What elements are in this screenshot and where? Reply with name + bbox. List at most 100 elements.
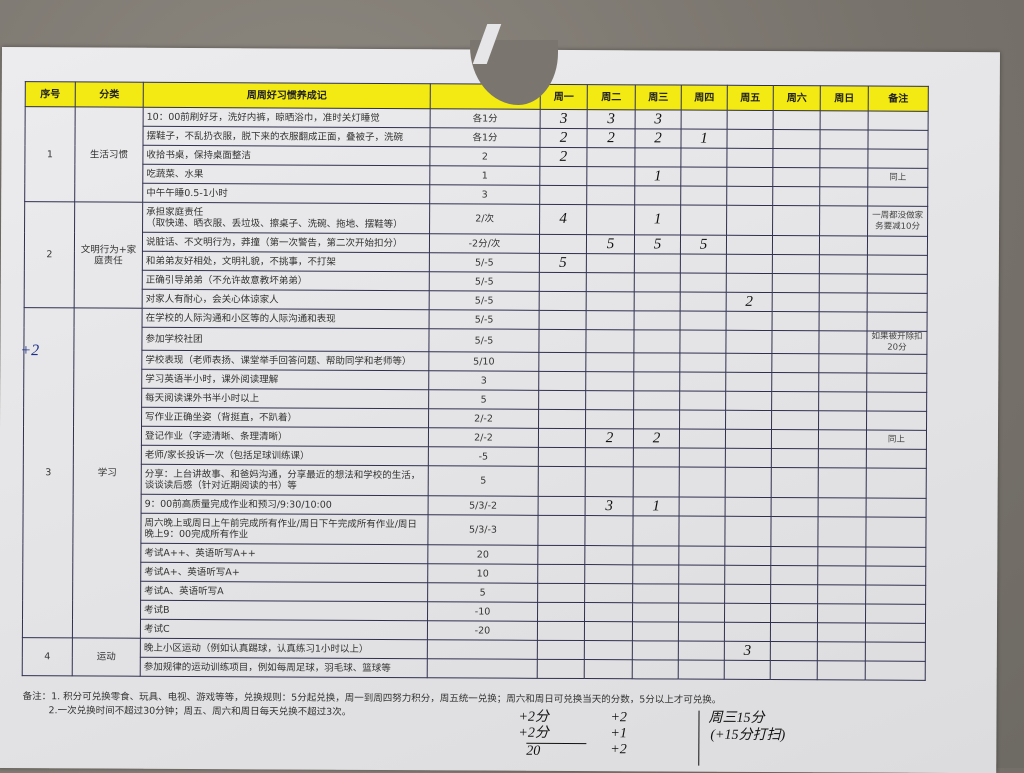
day-mark <box>819 205 868 237</box>
habit-remark <box>866 411 927 431</box>
habit-description: 中午午睡0.5-1小时 <box>142 183 430 204</box>
day-mark <box>633 409 680 430</box>
habit-description: 参加规律的运动训练项目，例如每周足球，羽毛球、篮球等 <box>140 657 428 678</box>
habit-description: 在学校的人际沟通和小区等的人际沟通和表现 <box>142 308 430 329</box>
day-mark <box>678 641 725 661</box>
day-mark <box>537 602 585 622</box>
habit-remark <box>868 111 929 131</box>
group-category: 运动 <box>72 637 141 677</box>
day-mark <box>679 467 726 498</box>
day-mark <box>817 660 866 681</box>
habit-remark <box>866 468 927 499</box>
habit-score <box>427 639 538 660</box>
day-mark <box>726 205 773 236</box>
day-mark <box>633 371 680 392</box>
day-mark <box>679 353 726 373</box>
day-mark <box>818 353 867 374</box>
day-mark <box>679 410 726 430</box>
day-mark: 3 <box>635 109 682 130</box>
handwritten-note: (+15分打扫) <box>710 727 786 744</box>
day-mark <box>818 497 867 518</box>
day-mark <box>817 584 866 605</box>
day-mark: 5 <box>634 234 681 255</box>
day-mark <box>585 409 634 429</box>
habit-score: 5 <box>428 465 539 497</box>
day-mark <box>679 429 726 449</box>
table-row: 周六晚上或周日上午前完成所有作业/周日下午完成所有作业/周日晚上9：00完成所有… <box>23 513 927 548</box>
habit-score: 2/次 <box>429 203 540 235</box>
day-mark: 2 <box>539 128 588 148</box>
day-mark <box>633 447 680 468</box>
day-mark <box>818 410 867 431</box>
day-mark <box>537 545 585 565</box>
day-mark <box>586 291 635 311</box>
day-mark <box>585 447 634 467</box>
habit-score: -5 <box>428 446 539 467</box>
day-mark <box>634 310 681 331</box>
habit-remark <box>865 661 926 681</box>
habit-remark <box>865 566 926 586</box>
habit-description: 收拾书桌，保持桌面整洁 <box>142 145 430 166</box>
day-mark <box>725 467 772 498</box>
day-mark <box>819 292 868 313</box>
habit-remark <box>866 373 927 393</box>
habit-remark <box>867 236 928 256</box>
habit-description: 考试A++、英语听写A++ <box>140 543 428 564</box>
day-mark <box>680 292 727 312</box>
habit-score: 5/3/-3 <box>427 514 539 546</box>
handwritten-note: +2 <box>610 710 627 726</box>
habit-score: 20 <box>427 544 538 565</box>
day-mark <box>726 273 773 293</box>
day-mark <box>585 352 634 372</box>
day-mark <box>537 564 585 584</box>
day-mark <box>678 622 725 642</box>
habit-score: 10 <box>427 563 538 584</box>
habit-score: 5/10 <box>428 351 539 372</box>
day-mark <box>819 186 868 207</box>
group-number: 2 <box>24 201 75 308</box>
habit-description: 10：00前刷好牙，洗好内裤，晾晒浴巾，准时关灯睡觉 <box>143 107 431 128</box>
handwritten-note: +1 <box>610 726 627 742</box>
day-mark <box>634 291 681 312</box>
handwritten-note: +2分 <box>518 709 549 725</box>
day-mark <box>586 310 635 330</box>
day-mark <box>770 565 818 585</box>
header-day: 周二 <box>587 84 636 110</box>
day-mark <box>724 516 772 547</box>
day-mark: 5 <box>539 253 587 273</box>
day-mark: 3 <box>585 496 634 516</box>
header-day: 周五 <box>727 85 774 111</box>
day-mark <box>633 466 680 498</box>
habit-remark <box>866 498 927 518</box>
day-mark <box>632 515 680 547</box>
day-mark <box>586 204 635 235</box>
day-mark <box>680 273 727 293</box>
day-mark <box>539 185 587 205</box>
day-mark: 1 <box>633 496 680 517</box>
day-mark <box>538 428 586 448</box>
day-mark <box>772 273 820 293</box>
group-number: 1 <box>24 106 76 202</box>
habit-description: 9：00前高质量完成作业和预习/9:30/10:00 <box>141 494 429 515</box>
habit-score: -2分/次 <box>429 233 540 254</box>
habit-description: 晚上小区运动（例如认真踢球，认真练习1小时以上） <box>140 638 428 659</box>
table-row: 参加规律的运动训练项目，例如每周足球，羽毛球、篮球等 <box>22 657 926 681</box>
day-mark <box>770 603 818 623</box>
habit-description: 参加学校社团 <box>141 327 430 352</box>
day-mark: 2 <box>634 128 682 149</box>
day-mark <box>538 466 586 497</box>
habit-description: 吃蔬菜、水果 <box>142 164 430 185</box>
habit-description: 学习英语半小时，课外阅读理解 <box>141 369 429 390</box>
day-mark <box>586 147 635 167</box>
habit-score: 2 <box>429 146 540 167</box>
day-mark <box>819 148 868 169</box>
day-mark <box>770 546 818 566</box>
day-mark <box>726 148 773 168</box>
day-mark <box>771 448 819 468</box>
day-mark <box>539 166 587 186</box>
day-mark <box>819 167 868 188</box>
day-mark <box>817 641 866 662</box>
habit-description: 分享：上台讲故事、和爸妈沟通，分享最近的想法和学校的生活，谈谈读后感（针对近期阅… <box>141 464 429 496</box>
day-mark <box>726 235 773 255</box>
day-mark <box>724 565 771 585</box>
